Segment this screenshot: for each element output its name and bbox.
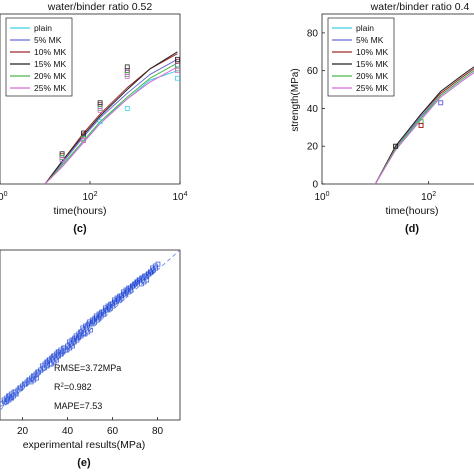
data-point bbox=[97, 107, 103, 113]
data-point bbox=[81, 130, 86, 136]
legend-label: 25% MK bbox=[34, 83, 66, 93]
rmse-label: RMSE=3.72MPa bbox=[54, 363, 121, 373]
legend-label: 5% MK bbox=[356, 35, 384, 45]
series-line-5-mk bbox=[44, 58, 178, 185]
y-tick-label: 40 bbox=[307, 104, 319, 115]
legend-label: 20% MK bbox=[34, 71, 66, 81]
data-point bbox=[175, 68, 180, 74]
y-tick-labels: 0 20 40 60 80 bbox=[307, 28, 325, 191]
y-tick-label: 0 bbox=[312, 180, 318, 191]
x-axis-label: experimental results(MPa) bbox=[23, 439, 146, 451]
legend-box bbox=[327, 17, 395, 97]
data-point bbox=[175, 75, 180, 81]
series-line-20-mk bbox=[374, 70, 474, 185]
markers-group bbox=[393, 100, 444, 149]
mape-label: MAPE=7.53 bbox=[54, 401, 102, 411]
legend-box bbox=[5, 17, 73, 97]
series-line-15-mk bbox=[374, 66, 474, 185]
plot-frame bbox=[321, 13, 474, 185]
y-tick-label: 80 bbox=[307, 28, 319, 39]
r2-superscript: 2 bbox=[61, 383, 65, 389]
x-tick-label: 104 bbox=[172, 191, 187, 203]
x-tick-label: 102 bbox=[421, 191, 436, 203]
data-point bbox=[124, 64, 130, 70]
data-point bbox=[88, 327, 93, 333]
series-line-25-mk bbox=[374, 71, 474, 185]
x-tick-label: 102 bbox=[82, 191, 97, 203]
markers-group bbox=[59, 56, 180, 162]
chart-title: water/binder ratio 0.4 bbox=[370, 1, 470, 13]
tick-base: 10 bbox=[172, 192, 184, 203]
plot-frame bbox=[0, 249, 181, 421]
x-tick-label: 40 bbox=[62, 426, 74, 437]
panel-label: (c) bbox=[73, 223, 87, 235]
tick-exponent: 0 bbox=[326, 191, 330, 198]
chart-title: water/binder ratio 0.52 bbox=[47, 1, 153, 13]
x-tick-label: 80 bbox=[152, 426, 164, 437]
legend-label: plain bbox=[34, 23, 52, 33]
tick-exponent: 2 bbox=[432, 191, 436, 198]
legend-label: 10% MK bbox=[34, 47, 66, 57]
legend-label: 20% MK bbox=[356, 71, 388, 81]
legend-label: 15% MK bbox=[356, 59, 388, 69]
legend-label: 5% MK bbox=[34, 35, 62, 45]
data-point bbox=[175, 56, 180, 62]
panel-d: water/binder ratio 0.4 strength(MPa) 020… bbox=[290, 1, 474, 235]
tick-base: 10 bbox=[0, 192, 4, 203]
tick-exponent: 0 bbox=[4, 191, 8, 198]
legend: plain 5% MK 10% MK 15% MK 20% MK 25% MK bbox=[327, 17, 395, 97]
data-point bbox=[97, 100, 103, 106]
panel-label: (e) bbox=[77, 457, 91, 469]
legend-label: 15% MK bbox=[34, 59, 66, 69]
panel-e: 20 40 60 80 RMSE=3.72MPa R2=0.982 MAPE=7.53… bbox=[0, 249, 181, 469]
data-point bbox=[393, 143, 399, 149]
scatter-points bbox=[0, 261, 161, 407]
x-tick-labels: 100102104 bbox=[0, 181, 188, 203]
r2-value: =0.982 bbox=[64, 382, 92, 392]
y-tick-label: 60 bbox=[307, 66, 319, 77]
data-point bbox=[418, 122, 424, 128]
legend-label: plain bbox=[356, 23, 374, 33]
data-point bbox=[124, 73, 130, 79]
x-axis-label: time(hours) bbox=[53, 205, 106, 217]
series-group bbox=[374, 66, 474, 185]
legend: plain 5% MK 10% MK 15% MK 20% MK 25% MK bbox=[5, 17, 73, 97]
panel-c: water/binder ratio 0.52 100102104 time(h… bbox=[0, 1, 188, 235]
data-point bbox=[155, 261, 161, 267]
x-tick-labels: 20 40 60 80 bbox=[17, 417, 164, 437]
data-point bbox=[438, 100, 444, 106]
x-tick-label: 60 bbox=[107, 426, 119, 437]
x-tick-labels: 100 102 bbox=[314, 181, 436, 203]
data-point bbox=[124, 106, 130, 111]
data-point bbox=[59, 157, 65, 162]
x-axis-label: time(hours) bbox=[385, 205, 438, 217]
y-tick-label: 20 bbox=[307, 142, 319, 153]
x-tick-label: 20 bbox=[17, 426, 29, 437]
x-tick-label: 100 bbox=[0, 191, 8, 203]
series-line-20-mk bbox=[44, 62, 178, 185]
legend-label: 25% MK bbox=[356, 83, 388, 93]
tick-exponent: 4 bbox=[184, 191, 188, 198]
data-point bbox=[81, 138, 86, 143]
data-point bbox=[97, 119, 103, 125]
x-tick-label: 100 bbox=[314, 191, 329, 203]
tick-base: 10 bbox=[82, 192, 94, 203]
r2-label: R2=0.982 bbox=[54, 382, 92, 392]
tick-exponent: 2 bbox=[94, 191, 98, 198]
tick-base: 10 bbox=[421, 192, 433, 203]
panel-label: (d) bbox=[405, 223, 419, 235]
r2-prefix: R bbox=[54, 382, 61, 392]
tick-base: 10 bbox=[314, 192, 326, 203]
legend-label: 10% MK bbox=[356, 47, 388, 57]
y-axis-label: strength(MPa) bbox=[290, 68, 301, 131]
